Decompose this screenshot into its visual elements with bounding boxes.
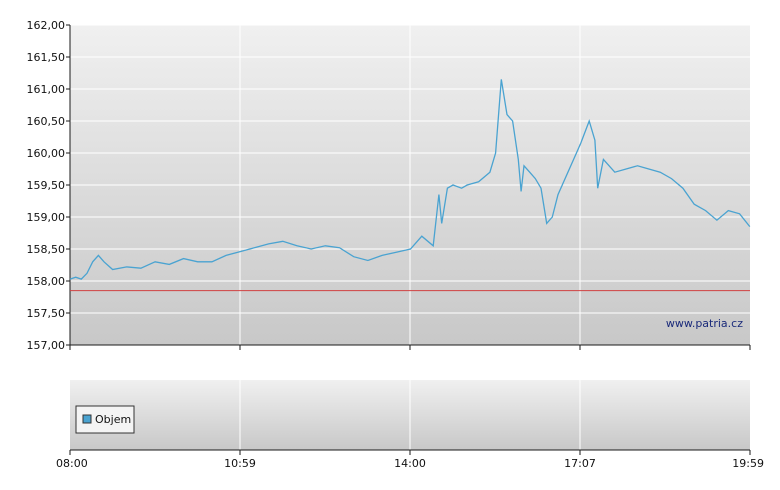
price-y-axis-ticks: 157,00 157,50 158,00 158,50 159,00 159,50 160,… — [27, 19, 71, 352]
legend-label: Objem — [95, 413, 131, 426]
y-tick-label: 162,00 — [27, 19, 66, 32]
x-tick-label: 10:59 — [224, 457, 256, 470]
volume-panel: 08:00 10:59 14:00 17:07 19:59 Objem — [56, 380, 764, 470]
watermark: www.patria.cz — [666, 317, 743, 330]
x-tick-label: 08:00 — [56, 457, 88, 470]
price-gridlines — [70, 24, 750, 346]
x-tick-label: 14:00 — [394, 457, 426, 470]
y-tick-label: 160,50 — [27, 115, 66, 128]
y-tick-label: 160,00 — [27, 147, 66, 160]
legend: Objem — [75, 405, 135, 434]
price-series-line — [69, 79, 751, 280]
volume-x-axis-ticks: 08:00 10:59 14:00 17:07 19:59 — [56, 450, 764, 470]
y-tick-label: 159,00 — [27, 211, 66, 224]
price-panel: 157,00 157,50 158,00 158,50 159,00 159,50 160,… — [27, 19, 751, 352]
y-tick-label: 161,50 — [27, 51, 66, 64]
y-tick-label: 161,00 — [27, 83, 66, 96]
volume-gridlines — [239, 380, 581, 450]
x-tick-label: 17:07 — [564, 457, 596, 470]
y-tick-label: 158,50 — [27, 243, 66, 256]
y-tick-label: 158,00 — [27, 275, 66, 288]
y-tick-label: 157,50 — [27, 307, 66, 320]
x-tick-label: 19:59 — [732, 457, 764, 470]
price-x-tickmarks — [69, 345, 751, 350]
y-tick-label: 159,50 — [27, 179, 66, 192]
y-tick-label: 157,00 — [27, 339, 66, 352]
legend-swatch — [82, 414, 92, 424]
